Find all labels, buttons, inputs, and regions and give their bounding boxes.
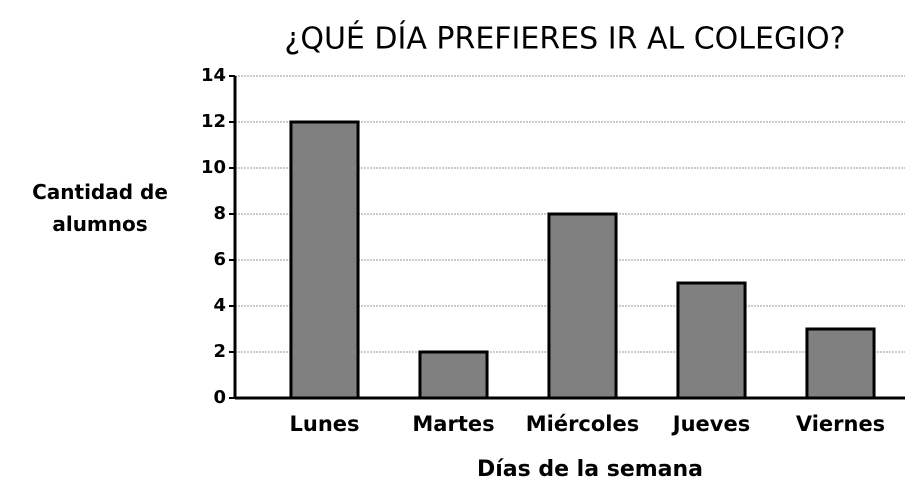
bar (418, 350, 489, 400)
bar (805, 327, 876, 400)
y-tick-label: 10 (201, 157, 226, 178)
y-tick-label: 4 (213, 295, 226, 316)
y-tick-label: 0 (213, 387, 226, 408)
y-tick-label: 12 (201, 111, 226, 132)
bar (289, 120, 360, 400)
y-tick-label: 14 (201, 65, 226, 86)
x-tick-label: Jueves (671, 412, 750, 436)
y-tick-label: 8 (213, 203, 226, 224)
x-tick-label: Miércoles (526, 412, 640, 436)
x-tick-label: Lunes (289, 412, 359, 436)
x-axis-label: Días de la semana (477, 457, 703, 482)
y-tick-label: 6 (213, 249, 226, 270)
chart-title: ¿QUÉ DÍA PREFIERES IR AL COLEGIO? (284, 21, 845, 57)
bar (676, 281, 747, 400)
y-axis-label: Cantidad de alumnos (32, 180, 168, 236)
y-tick-label: 2 (213, 341, 226, 362)
x-tick-label: Viernes (796, 412, 885, 436)
x-tick-label: Martes (412, 412, 494, 436)
bar (547, 212, 618, 400)
